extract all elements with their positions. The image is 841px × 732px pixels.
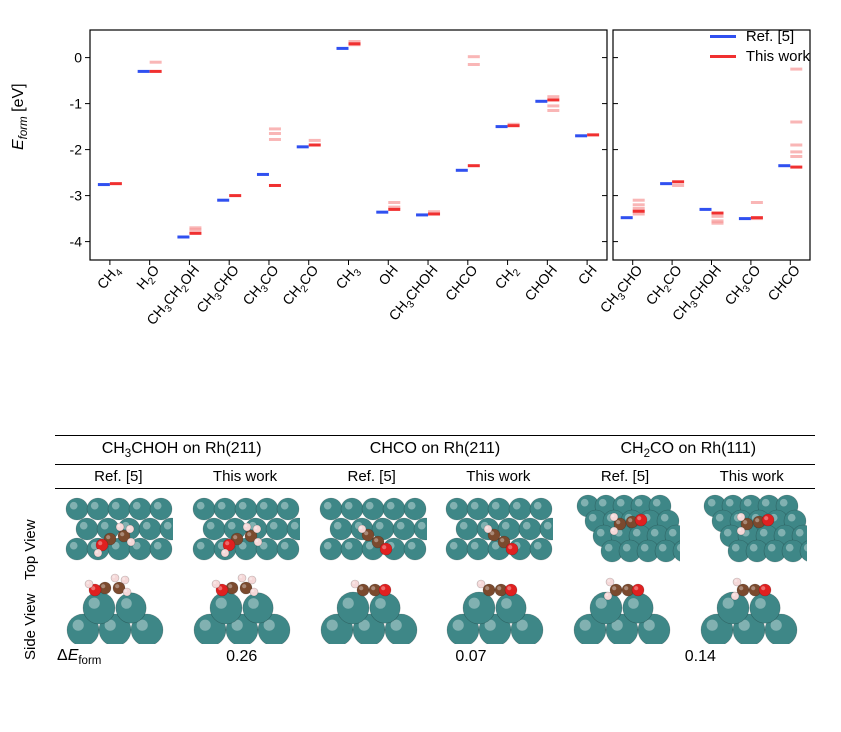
structure-cell — [55, 494, 182, 564]
column-header: This work — [688, 465, 815, 488]
svg-text:-3: -3 — [70, 188, 83, 204]
legend-swatch — [710, 55, 736, 58]
structure-cell — [435, 572, 562, 644]
column-header: Ref. [5] — [308, 465, 435, 488]
system-title: CH3CHOH on Rh(211) — [55, 436, 308, 464]
legend-label: Ref. [5] — [746, 28, 794, 45]
figure-root: Eform [eV] -4-3-2-10CH4H2OCH3CH2OHCH3CHO… — [0, 0, 841, 732]
svg-text:-4: -4 — [70, 234, 83, 250]
legend-item: This work — [710, 46, 810, 66]
columns-header-row: Ref. [5]This workRef. [5]This workRef. [… — [55, 465, 815, 488]
system-title: CHCO on Rh(211) — [308, 436, 561, 464]
structure-sideview — [190, 572, 300, 644]
delta-e-cells: 0.260.070.14 — [127, 648, 815, 666]
structure-cell — [182, 572, 309, 644]
structure-cell — [55, 572, 182, 644]
structure-sideview — [443, 572, 553, 644]
structure-topview — [317, 494, 427, 564]
structure-topview — [190, 494, 300, 564]
svg-text:0: 0 — [74, 50, 82, 66]
legend-swatch — [710, 35, 736, 38]
legend: Ref. [5] This work — [710, 26, 810, 66]
structure-topview — [63, 494, 173, 564]
column-header: Ref. [5] — [562, 465, 689, 488]
topview-label: Top View — [22, 519, 39, 580]
structure-cell — [308, 572, 435, 644]
column-header: This work — [435, 465, 562, 488]
structure-topview — [697, 494, 807, 564]
systems-header-row: CH3CHOH on Rh(211)CHCO on Rh(211)CH2CO o… — [55, 436, 815, 464]
structure-sideview — [697, 572, 807, 644]
structure-topview — [443, 494, 553, 564]
structure-cell — [435, 494, 562, 564]
delta-e-row: ΔEform 0.260.070.14 — [55, 647, 815, 667]
structure-cell — [688, 572, 815, 644]
legend-label: This work — [746, 48, 810, 65]
structure-sideview — [317, 572, 427, 644]
chart-area: -4-3-2-10CH4H2OCH3CH2OHCH3CHOCH3COCH2COC… — [60, 20, 820, 350]
sideview-row — [55, 569, 815, 647]
column-header: Ref. [5] — [55, 465, 182, 488]
y-axis-label-text: Eform [eV] — [10, 83, 27, 150]
structure-cell — [562, 572, 689, 644]
structure-cell — [182, 494, 309, 564]
delta-e-value: 0.26 — [127, 648, 356, 666]
chart-svg: -4-3-2-10CH4H2OCH3CH2OHCH3CHOCH3COCH2COC… — [60, 20, 820, 350]
structure-sideview — [570, 572, 680, 644]
delta-e-value: 0.07 — [356, 648, 585, 666]
column-header: This work — [182, 465, 309, 488]
y-axis-label: Eform [eV] — [10, 83, 30, 150]
structures-table: CH3CHOH on Rh(211)CHCO on Rh(211)CH2CO o… — [55, 435, 815, 667]
delta-e-value: 0.14 — [586, 648, 815, 666]
svg-text:-2: -2 — [70, 142, 83, 158]
sideview-label: Side View — [22, 594, 39, 660]
structure-cell — [562, 494, 689, 564]
structure-sideview — [63, 572, 173, 644]
structure-cell — [308, 494, 435, 564]
structure-cell — [688, 494, 815, 564]
topview-row — [55, 489, 815, 569]
system-title: CH2CO on Rh(111) — [562, 436, 815, 464]
structure-topview — [570, 494, 680, 564]
legend-item: Ref. [5] — [710, 26, 810, 46]
svg-text:-1: -1 — [70, 96, 83, 112]
delta-e-label: ΔEform — [55, 647, 127, 667]
